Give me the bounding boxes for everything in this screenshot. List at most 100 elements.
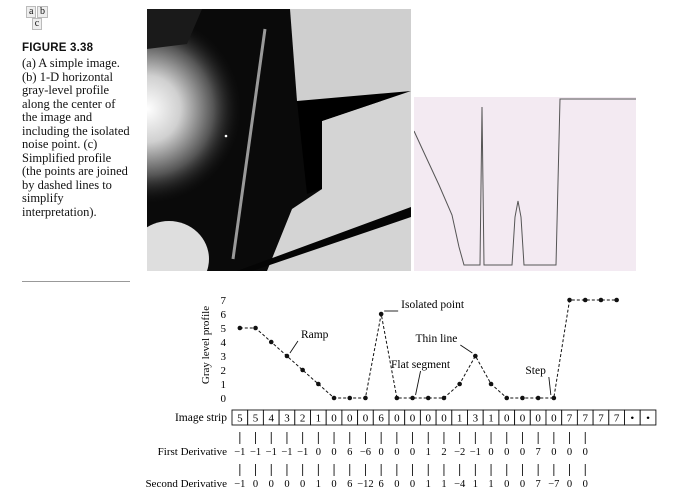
y-tick-label: 7: [221, 295, 227, 307]
y-tick-label: 6: [221, 309, 227, 321]
first-derivative-value: 7: [536, 447, 541, 458]
second-derivative-value: 0: [331, 479, 336, 490]
profile-point: [284, 353, 290, 359]
panel-label-b: b: [37, 6, 48, 18]
y-tick-label: 5: [221, 323, 227, 335]
second-derivative-value: 0: [253, 479, 258, 490]
y-axis-label: Gray level profile: [200, 306, 212, 384]
annotation-label: Step: [525, 365, 546, 377]
second-derivative-value: 0: [583, 479, 588, 490]
profile-point: [567, 297, 572, 303]
strip-cell-value: 7: [567, 413, 573, 425]
first-derivative-value: −1: [297, 447, 308, 458]
second-derivative-value: 0: [520, 479, 525, 490]
second-derivative-value: −4: [454, 479, 466, 490]
y-tick-label: 2: [221, 365, 227, 377]
y-tick-label: 0: [221, 393, 227, 405]
annotation-label: Ramp: [301, 329, 329, 341]
annotation-leader: [460, 344, 473, 354]
strip-cell-value: 0: [347, 413, 353, 425]
bottom-light-disk: [147, 221, 209, 271]
light-region-top: [290, 9, 411, 101]
strip-cell-value: 1: [457, 413, 463, 425]
first-derivative-value: 0: [504, 447, 509, 458]
first-derivative-value: −2: [454, 447, 465, 458]
strip-cell-value: •: [646, 413, 650, 425]
profile-point: [410, 395, 415, 401]
strip-cell-value: •: [630, 413, 634, 425]
profile-series-line: [239, 299, 617, 399]
strip-cell-value: 7: [583, 413, 589, 425]
first-derivative-value: −1: [250, 447, 261, 458]
strip-cell-value: 0: [551, 413, 557, 425]
profile-point: [331, 395, 337, 401]
strip-cell-value: 0: [394, 413, 400, 425]
second-derivative-value: 0: [504, 479, 509, 490]
second-derivative-value: 1: [473, 479, 478, 490]
image-strip-label: Image strip: [175, 412, 227, 424]
profile-point: [425, 395, 431, 401]
profile-point: [473, 353, 478, 359]
profile-point: [551, 395, 557, 401]
first-derivative-value: −1: [234, 447, 245, 458]
caption-divider: [22, 281, 130, 282]
first-derivative-value: −1: [281, 447, 292, 458]
panel-label-c: c: [31, 18, 43, 30]
profile-point: [520, 395, 525, 401]
profile-point: [363, 395, 368, 401]
panel-label-a: a: [26, 6, 37, 18]
strip-cell-value: 7: [598, 413, 604, 425]
first-derivative-value: 0: [379, 447, 384, 458]
profile-point: [441, 395, 447, 401]
profile-point: [316, 381, 321, 387]
first-derivative-value: 0: [488, 447, 493, 458]
figure-title: FIGURE 3.38: [22, 42, 94, 54]
strip-cell-value: 0: [331, 413, 337, 425]
first-derivative-value: 0: [583, 447, 588, 458]
annotation-label: Isolated point: [401, 299, 465, 311]
strip-cell-value: 0: [441, 413, 447, 425]
second-derivative-value: 0: [567, 479, 572, 490]
profile-point: [504, 395, 510, 401]
first-derivative-label: First Derivative: [158, 446, 227, 458]
strip-cell-value: 0: [520, 413, 526, 425]
first-derivative-value: 0: [331, 447, 336, 458]
strip-cell-value: 4: [269, 413, 275, 425]
second-derivative-value: 1: [316, 479, 321, 490]
panel-labels: a b c: [26, 6, 48, 30]
second-derivative-value: 1: [426, 479, 431, 490]
gray-level-profile-plot: [414, 97, 636, 271]
profile-point: [347, 395, 353, 401]
profile-point: [300, 367, 305, 373]
second-derivative-value: 6: [379, 479, 384, 490]
first-derivative-value: 0: [410, 447, 415, 458]
first-derivative-value: 2: [441, 447, 446, 458]
second-derivative-label: Second Derivative: [145, 478, 227, 490]
profile-curve: [414, 98, 636, 266]
strip-cell-value: 3: [473, 413, 479, 425]
y-tick-label: 4: [221, 337, 227, 349]
profile-point: [535, 395, 541, 401]
strip-cell-value: 1: [316, 413, 322, 425]
figure-caption: (a) A simple image. (b) 1-D horizontal g…: [22, 56, 130, 219]
strip-cell-value: 5: [237, 413, 243, 425]
profile-point: [582, 297, 588, 303]
strip-cell-value: 0: [426, 413, 432, 425]
strip-cell: [639, 409, 657, 426]
profile-point: [394, 395, 400, 401]
strip-cell-value: 0: [363, 413, 369, 425]
second-derivative-value: 7: [536, 479, 541, 490]
second-derivative-value: 0: [410, 479, 415, 490]
first-derivative-value: −1: [266, 447, 277, 458]
second-derivative-value: 6: [347, 479, 352, 490]
strip-cell-value: 0: [504, 413, 510, 425]
second-derivative-value: 1: [441, 479, 446, 490]
annotation-leader: [415, 370, 421, 396]
first-derivative-value: 6: [347, 447, 352, 458]
profile-point: [598, 297, 604, 303]
y-tick-label: 1: [221, 379, 227, 391]
profile-point: [457, 381, 462, 387]
second-derivative-value: 0: [394, 479, 399, 490]
annotation-leader: [548, 376, 552, 396]
